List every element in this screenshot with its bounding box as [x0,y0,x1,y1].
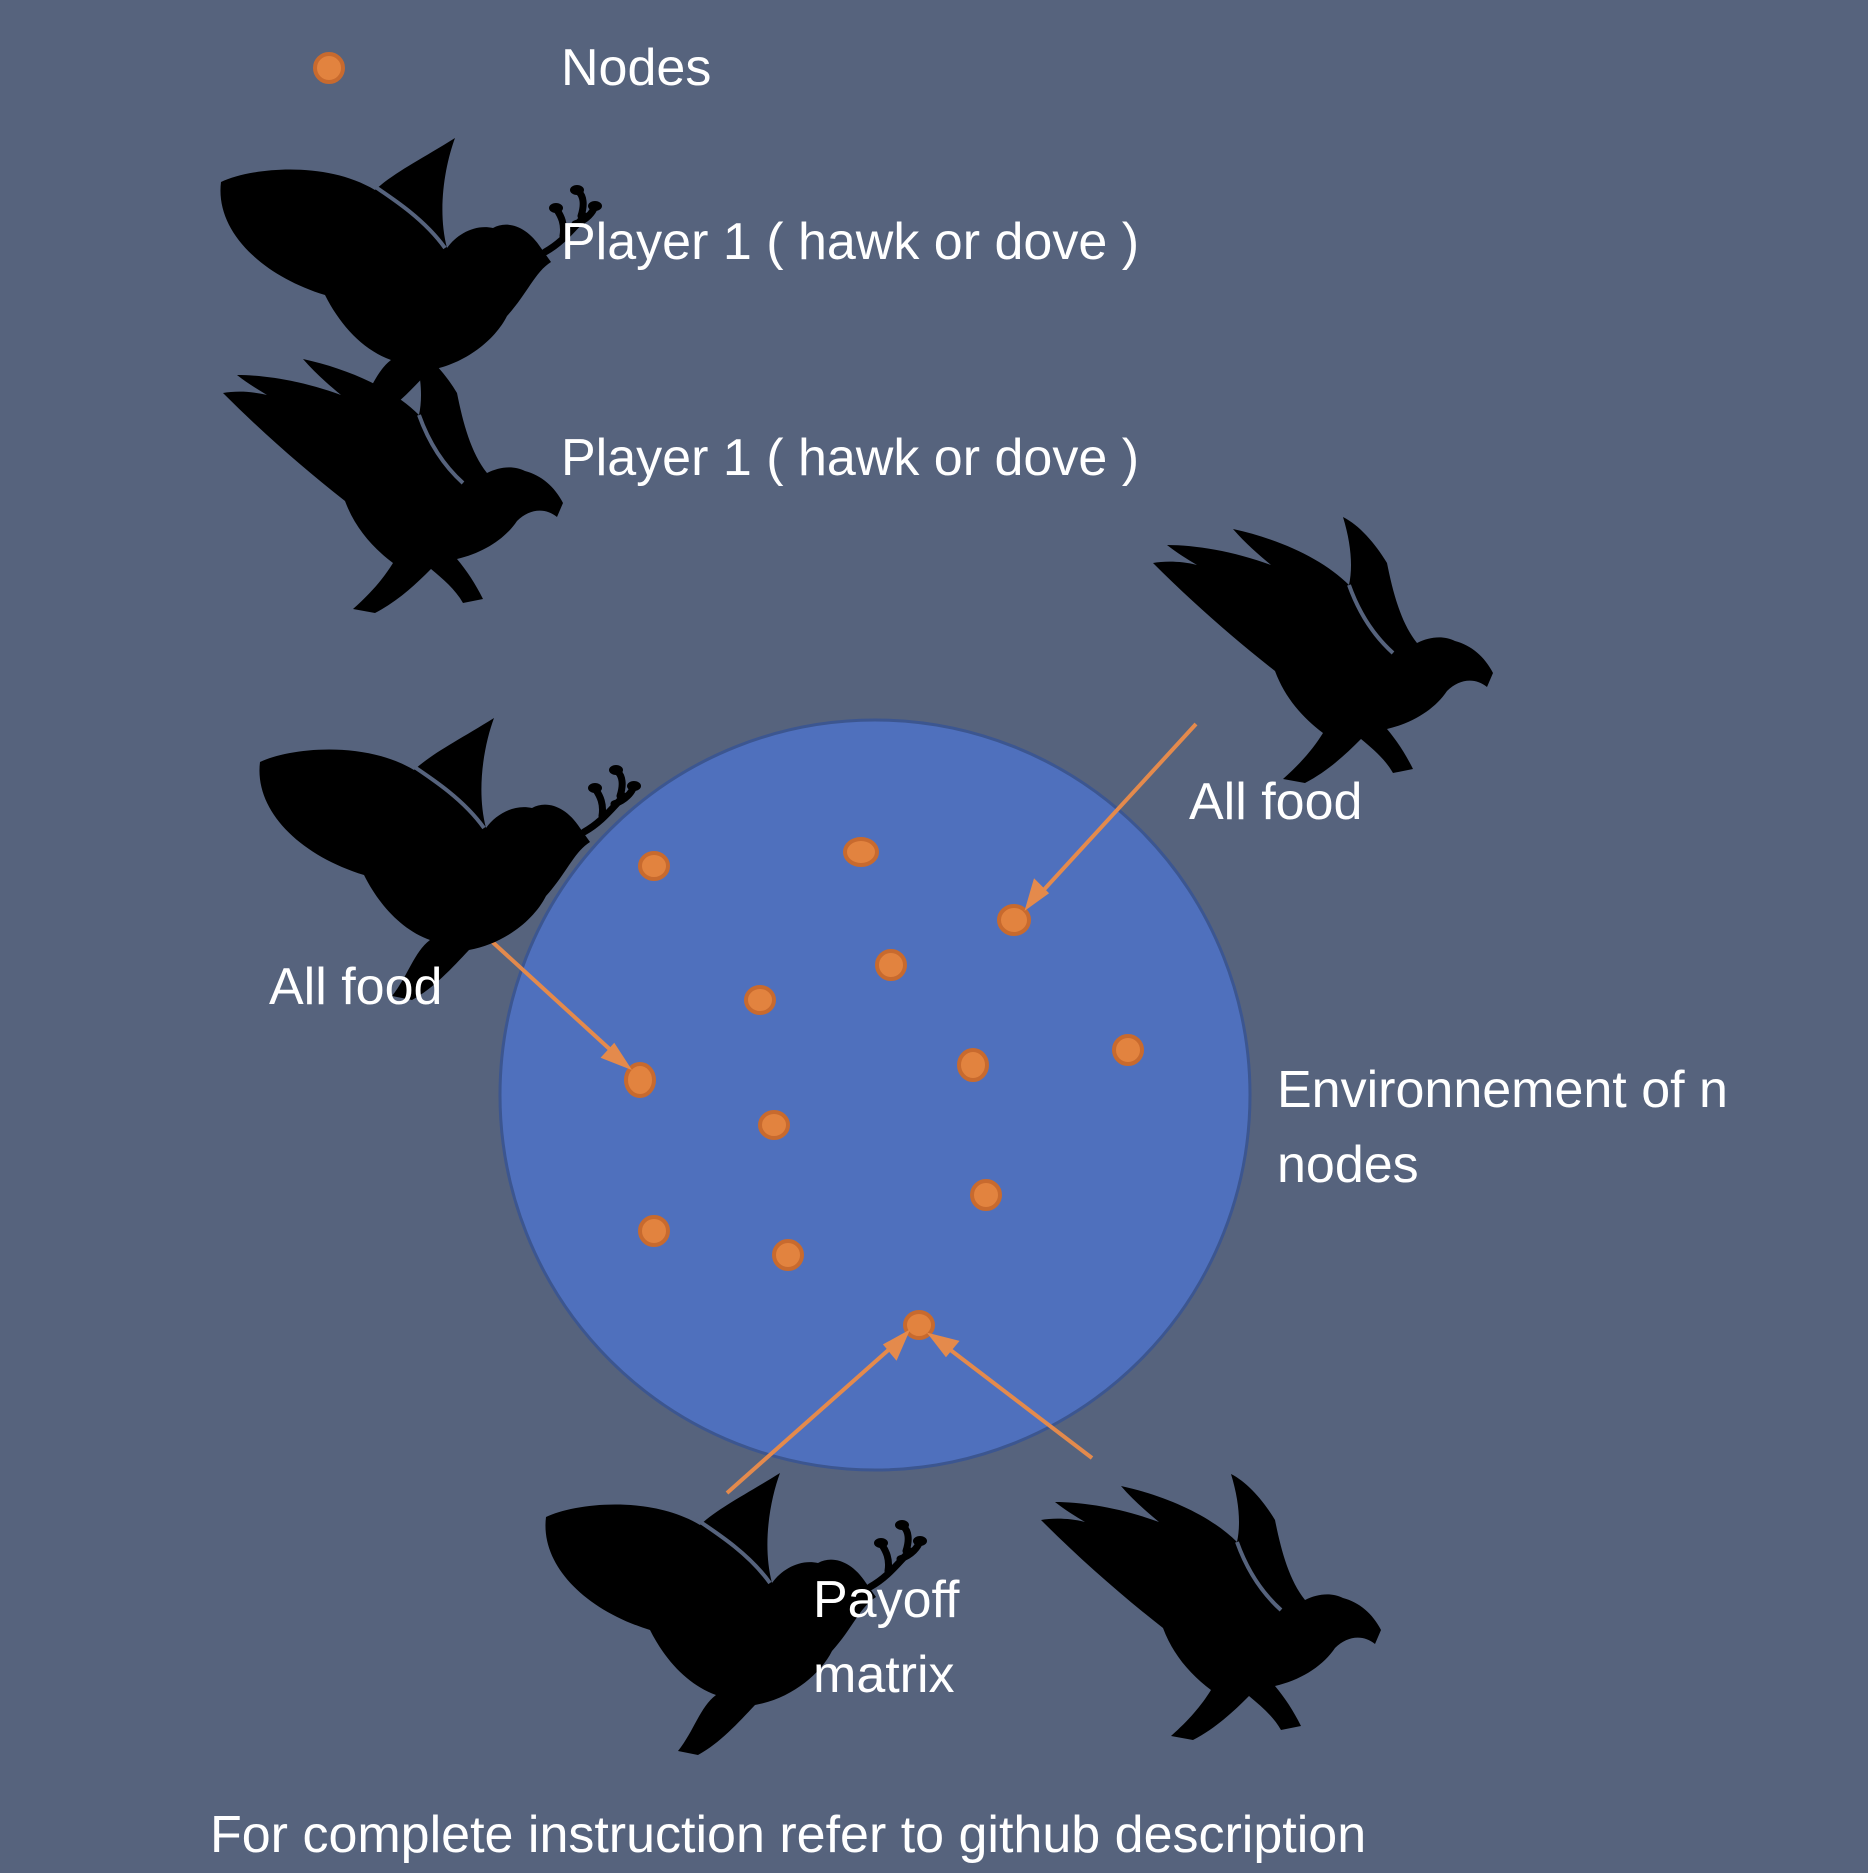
legend-nodes-label: Nodes [561,39,712,97]
node [1112,1034,1144,1066]
footer-instruction: For complete instruction refer to github… [210,1806,1367,1864]
legend-node-dot [313,52,345,84]
node [772,1239,804,1271]
all-food-right-label: All food [1189,773,1363,831]
arrow-payoff-hawk [942,1343,1094,1460]
dove-icon [220,138,602,420]
environment-label-line2: nodes [1277,1136,1419,1194]
node [997,904,1031,936]
node [903,1310,935,1340]
arrow-payoff-dove [725,1343,896,1495]
all-food-left-label: All food [269,958,443,1016]
environment-nodes [624,837,1144,1340]
hawk-icon [1151,515,1495,785]
environment-label-line1: Environnement of n [1277,1061,1728,1119]
legend-dove-label: Player 1 ( hawk or dove ) [561,213,1140,271]
node [624,1062,656,1098]
node [970,1179,1002,1211]
node [875,949,907,981]
node [638,1215,670,1247]
legend-hawk-label: Player 1 ( hawk or dove ) [561,429,1140,487]
hawk-icon [1039,1472,1383,1742]
node [744,985,776,1015]
payoff-label-line1: Payoff [813,1571,960,1629]
node [638,851,670,881]
node [843,837,879,867]
node [957,1048,989,1082]
environment-disk [498,718,1252,1472]
node [758,1110,790,1140]
arrow-hawk-to-node [1038,722,1198,896]
payoff-label-line2: matrix [813,1646,955,1704]
